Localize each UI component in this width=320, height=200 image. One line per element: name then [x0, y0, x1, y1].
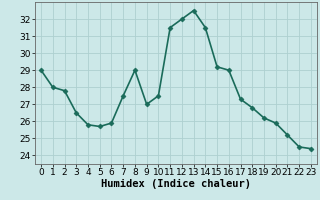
X-axis label: Humidex (Indice chaleur): Humidex (Indice chaleur) — [101, 179, 251, 189]
